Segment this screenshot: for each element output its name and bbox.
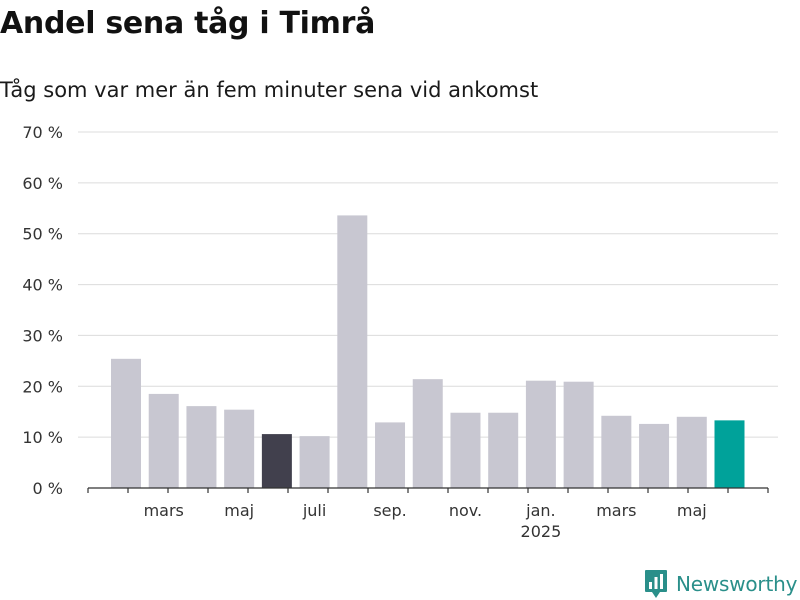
y-tick-label: 30 % xyxy=(22,326,63,345)
x-tick-label: maj xyxy=(224,501,254,520)
bar xyxy=(261,434,292,488)
bar xyxy=(148,393,179,488)
bar xyxy=(601,415,632,488)
bar xyxy=(676,416,707,488)
y-axis-labels: 0 % 10 % 20 % 30 % 40 % 50 % 60 % 70 % xyxy=(22,123,63,498)
bar xyxy=(525,380,556,488)
x-tick-label: maj xyxy=(677,501,707,520)
bar xyxy=(299,436,330,488)
bar xyxy=(224,409,255,488)
y-tick-label: 20 % xyxy=(22,377,63,396)
chart-title: Andel sena tåg i Timrå xyxy=(0,6,376,41)
bar xyxy=(563,381,594,488)
x-tick-label: nov. xyxy=(449,501,482,520)
x-tick-year-label: 2025 xyxy=(521,522,562,541)
x-tick-label: mars xyxy=(144,501,184,520)
bar-chart-logo-icon xyxy=(645,570,667,598)
bar xyxy=(714,420,745,488)
x-axis: mars maj juli sep. nov. jan. 2025 mars maj xyxy=(87,487,769,541)
newsworthy-brand: Newsworthy xyxy=(644,568,797,600)
bar xyxy=(639,423,670,488)
bar xyxy=(111,358,141,488)
x-tick-label: juli xyxy=(302,501,326,520)
y-tick-label: 40 % xyxy=(22,276,63,295)
y-tick-label: 50 % xyxy=(22,225,63,244)
brand-name: Newsworthy xyxy=(676,572,798,596)
bar xyxy=(488,412,519,488)
bar xyxy=(450,412,481,488)
y-tick-label: 70 % xyxy=(22,123,63,142)
y-tick-label: 60 % xyxy=(22,174,63,193)
bars xyxy=(111,215,745,489)
x-tick-label: jan. xyxy=(525,501,555,520)
bar xyxy=(412,379,443,488)
x-tick-label: sep. xyxy=(373,501,406,520)
bar xyxy=(337,215,368,489)
x-tick-label: mars xyxy=(596,501,636,520)
bar xyxy=(375,422,406,488)
chart-subtitle: Tåg som var mer än fem minuter sena vid … xyxy=(0,78,539,102)
y-tick-label: 0 % xyxy=(33,479,63,498)
bar xyxy=(186,406,217,488)
y-tick-label: 10 % xyxy=(22,428,63,447)
